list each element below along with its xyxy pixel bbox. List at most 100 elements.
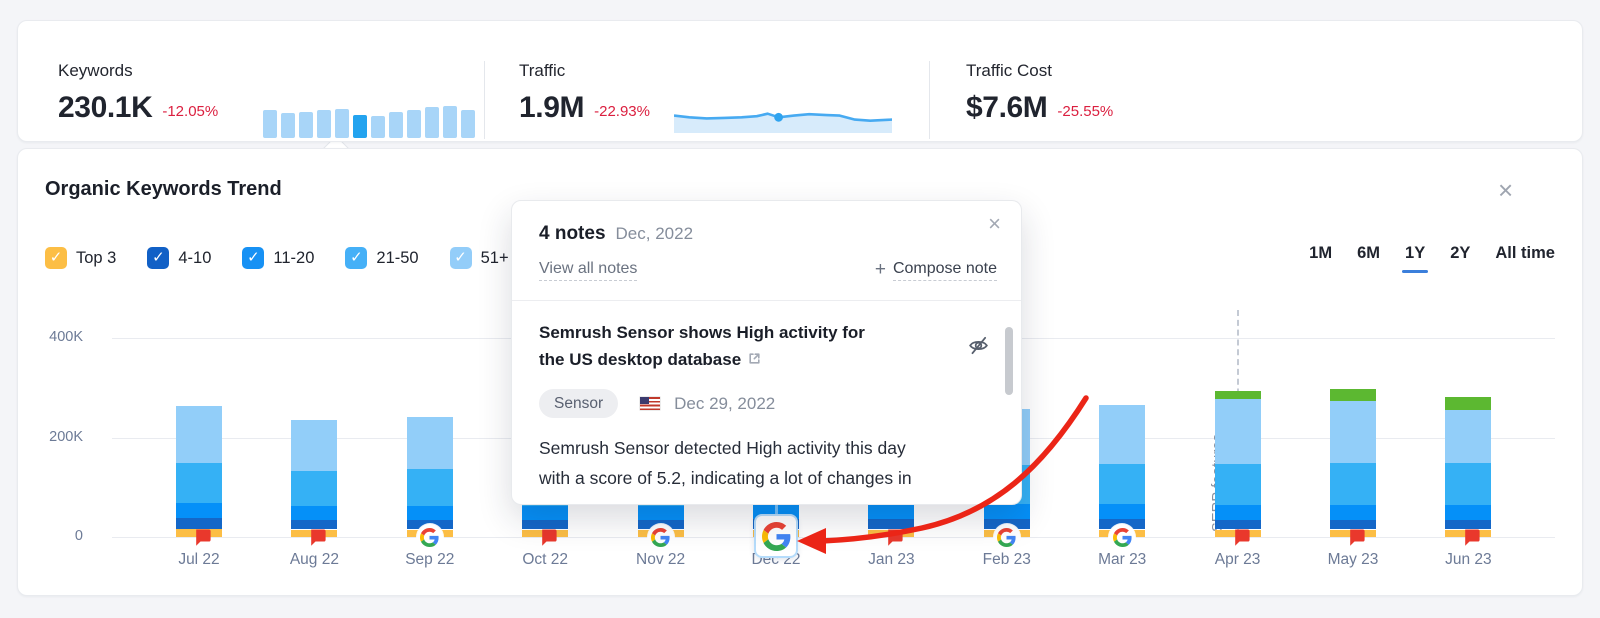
notes-popup: 4 notes Dec, 2022 × View all notes + Com… <box>511 200 1022 505</box>
bar-segment-21-50[interactable] <box>1099 464 1145 505</box>
keywords-spark-bar <box>281 113 295 138</box>
note-flag-icon[interactable] <box>1232 527 1252 547</box>
compose-note-link[interactable]: + Compose note <box>875 259 997 281</box>
checkbox-checked-icon: ✓ <box>242 247 265 269</box>
legend-filter-4-10[interactable]: ✓ 4-10 <box>147 247 211 269</box>
range-tab-all-time[interactable]: All time <box>1495 244 1555 262</box>
range-tab-6m[interactable]: 6M <box>1357 244 1381 262</box>
bar-segment-51-[interactable] <box>1330 401 1376 464</box>
note-body: Semrush Sensor detected High activity th… <box>539 438 912 488</box>
bar-segment-21-50[interactable] <box>176 463 222 504</box>
note-flag-icon[interactable] <box>1347 527 1367 547</box>
view-all-notes-link[interactable]: View all notes <box>539 260 638 281</box>
note-title-link[interactable]: Semrush Sensor shows High activity for t… <box>539 319 951 374</box>
legend-filter-21-50[interactable]: ✓ 21-50 <box>345 247 419 269</box>
bar-segment-4-10[interactable] <box>1215 519 1261 530</box>
popup-divider <box>512 300 1021 301</box>
popup-scrollbar-thumb[interactable] <box>1005 327 1013 395</box>
x-axis-month-label: Sep 22 <box>405 551 455 568</box>
position-filters: ✓ Top 3 ✓ 4-10 ✓ 11-20 ✓ 21-50 ✓ 51+ <box>45 247 509 269</box>
bar-segment-11-20[interactable] <box>868 504 914 520</box>
metric-traffic[interactable]: Traffic 1.9M -22.93% <box>519 61 929 133</box>
x-axis-month-label: Aug 22 <box>289 551 339 568</box>
checkbox-checked-icon: ✓ <box>45 247 67 269</box>
bar-segment-21-50[interactable] <box>1215 463 1261 505</box>
bar-segment-21-50[interactable] <box>407 469 453 506</box>
traffic-sparkline[interactable] <box>673 105 893 133</box>
traffic-cost-value: $7.6M <box>966 91 1048 124</box>
external-link-icon <box>747 347 762 374</box>
note-flag-icon[interactable] <box>1462 527 1482 547</box>
keywords-spark-bar <box>443 106 457 138</box>
legend-filter-label: 51+ <box>480 248 509 267</box>
keywords-spark-bar <box>371 116 385 138</box>
bar-segment-4-10[interactable] <box>1330 519 1376 530</box>
x-axis-month-label: Oct 22 <box>522 551 569 568</box>
google-update-icon[interactable] <box>416 524 443 550</box>
legend-filter-top-3[interactable]: ✓ Top 3 <box>45 247 116 269</box>
bar-segment-4-10[interactable] <box>522 519 568 530</box>
google-update-icon-selected[interactable] <box>754 514 798 558</box>
x-axis-month-label: Jul 22 <box>178 551 220 568</box>
keywords-spark-bar <box>407 110 421 138</box>
bar-segment-serp-features[interactable] <box>1215 391 1261 400</box>
note-title-text: Semrush Sensor shows High activity for t… <box>539 323 865 369</box>
note-flag-icon[interactable] <box>539 527 559 547</box>
bar-segment-21-50[interactable] <box>1330 463 1376 505</box>
note-flag-icon[interactable] <box>885 527 905 547</box>
y-axis-tick-label: 0 <box>74 528 83 544</box>
google-update-icon[interactable] <box>647 524 674 550</box>
legend-filter-label: Top 3 <box>76 248 117 267</box>
bar-segment-4-10[interactable] <box>1445 519 1491 530</box>
bar-segment-51-[interactable] <box>1099 404 1145 465</box>
x-axis-month-label: Feb 23 <box>982 551 1031 568</box>
keywords-spark-bar <box>299 112 313 138</box>
range-tab-1m[interactable]: 1M <box>1309 244 1333 262</box>
popup-close-icon[interactable]: × <box>988 211 1001 236</box>
bar-segment-11-20[interactable] <box>1330 504 1376 520</box>
bar-segment-11-20[interactable] <box>1215 504 1261 520</box>
bar-segment-51-[interactable] <box>176 406 222 464</box>
bar-segment-21-50[interactable] <box>1445 463 1491 505</box>
bar-segment-4-10[interactable] <box>291 519 337 530</box>
traffic-value: 1.9M <box>519 91 585 124</box>
bar-segment-11-20[interactable] <box>291 505 337 520</box>
bar-segment-11-20[interactable] <box>984 504 1030 520</box>
bar-segment-11-20[interactable] <box>522 506 568 520</box>
bar-segment-serp-features[interactable] <box>1445 397 1491 411</box>
legend-filter-11-20[interactable]: ✓ 11-20 <box>242 247 314 269</box>
bar-segment-11-20[interactable] <box>176 503 222 519</box>
keywords-sparkline[interactable] <box>263 106 477 138</box>
bar-segment-11-20[interactable] <box>407 505 453 520</box>
bar-segment-serp-features[interactable] <box>1330 389 1376 402</box>
bar-segment-21-50[interactable] <box>291 470 337 506</box>
metrics-divider <box>929 61 930 139</box>
note-meta: Sensor Dec 29, 2022 <box>539 389 775 418</box>
google-update-icon[interactable] <box>1109 524 1136 550</box>
traffic-cost-label: Traffic Cost <box>966 61 1052 80</box>
note-flag-icon[interactable] <box>308 527 328 547</box>
hide-note-eye-slash-icon[interactable] <box>966 333 991 363</box>
legend-filter-51-[interactable]: ✓ 51+ <box>449 247 509 269</box>
traffic-label: Traffic <box>519 61 566 80</box>
panel-close-icon[interactable]: × <box>1498 175 1514 205</box>
checkbox-checked-icon: ✓ <box>147 247 170 269</box>
bar-segment-11-20[interactable] <box>1099 504 1145 520</box>
y-axis-tick-label: 400K <box>49 329 83 345</box>
note-flag-icon[interactable] <box>193 527 213 547</box>
bar-segment-51-[interactable] <box>291 420 337 471</box>
metric-traffic-cost[interactable]: Traffic Cost $7.6M -25.55% <box>966 61 1266 123</box>
bar-segment-51-[interactable] <box>1445 410 1491 464</box>
range-tab-1y[interactable]: 1Y <box>1401 244 1429 273</box>
bar-segment-4-10[interactable] <box>176 518 222 529</box>
date-range-tabs: 1M 6M 1Y 2Y All time <box>1309 244 1555 273</box>
bar-segment-11-20[interactable] <box>638 505 684 520</box>
bar-segment-51-[interactable] <box>407 416 453 470</box>
bar-segment-51-[interactable] <box>1215 399 1261 464</box>
metric-keywords[interactable]: Keywords 230.1K -12.05% <box>58 61 498 138</box>
range-tab-2y[interactable]: 2Y <box>1450 244 1471 262</box>
notes-popup-actions: View all notes + Compose note <box>539 259 997 281</box>
chart-gridline <box>112 537 1555 538</box>
google-update-icon[interactable] <box>993 524 1020 550</box>
bar-segment-11-20[interactable] <box>1445 504 1491 520</box>
